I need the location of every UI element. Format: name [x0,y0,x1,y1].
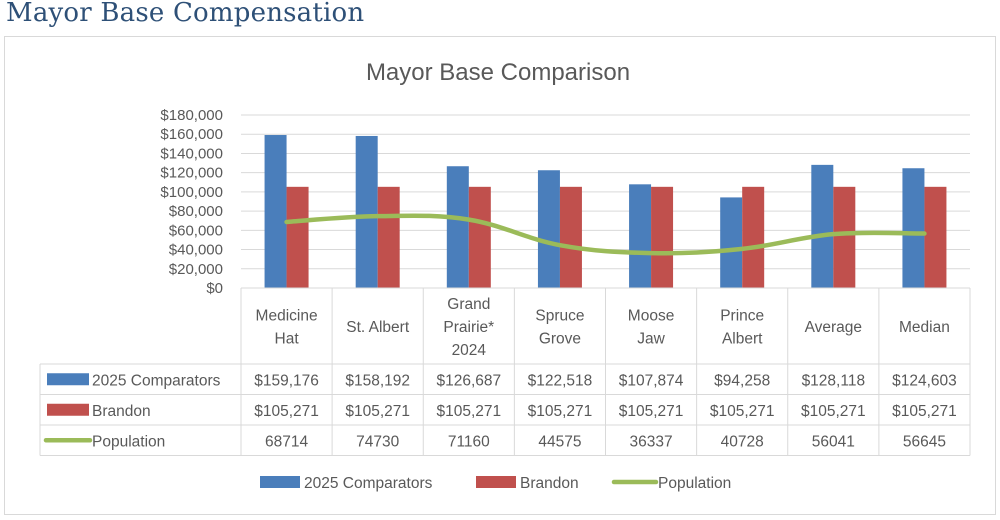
y-tick-label: $80,000 [169,203,223,220]
bar-2025-comparators [355,135,378,288]
category-label: 2024 [452,342,487,359]
table-cell-value: 74730 [356,433,399,450]
table-cell-value: $105,271 [254,403,319,420]
table-cell-value: 44575 [538,433,581,450]
table-series-name: Population [92,433,165,450]
table-cell-value: 56645 [903,433,946,450]
table-cell-value: $105,271 [528,403,593,420]
bar-brandon [742,186,765,288]
y-tick-label: $120,000 [160,165,223,182]
bar-2025-comparators [902,168,925,288]
table-cell-value: $105,271 [801,403,866,420]
bars [264,135,947,288]
y-tick-label: $160,000 [160,126,223,143]
bar-brandon [559,186,582,288]
table-legend-key [47,373,89,386]
y-tick-label: $40,000 [169,242,223,259]
data-table: Medicine Hat St. Albert Grand Prairie* 2024 Sp… [39,287,971,456]
y-tick-label: $60,000 [169,222,223,239]
bar-2025-comparators [446,166,469,288]
y-tick-label: $100,000 [160,184,223,201]
bar-brandon [468,186,491,288]
table-cell-value: 36337 [630,433,673,450]
y-tick-label: $20,000 [169,261,223,278]
bar-brandon [924,186,947,288]
bar-brandon [651,186,674,288]
legend-key [476,476,516,488]
category-label: Hat [275,331,300,348]
page-title: Mayor Base Compensation [6,0,365,28]
y-tick-label: $180,000 [160,107,223,124]
population-line [284,213,927,256]
chart-title: Mayor Base Comparison [366,59,630,86]
table-cell-value: $128,118 [802,372,866,389]
legend: 2025 Comparators Brandon Population [260,475,731,492]
table-cell-value: $105,271 [345,403,410,420]
bar-2025-comparators [537,170,560,288]
legend-label: Brandon [520,475,579,492]
table-cell-value: $94,258 [714,372,770,389]
table-cell-value: 56041 [812,433,855,450]
y-tick-label: $140,000 [160,145,223,162]
category-label: Moose [628,308,675,325]
table-cell-value: 68714 [265,433,308,450]
table-cell-value: $122,518 [528,372,593,389]
bar-2025-comparators [720,197,743,288]
category-label: Spruce [535,308,584,325]
table-cell-value: $159,176 [254,372,319,389]
category-label: Medicine [256,308,318,325]
category-label: Median [899,319,950,336]
category-label: Average [805,319,862,336]
legend-label: Population [658,475,731,492]
table-series-name: Brandon [92,403,151,420]
table-series-name: 2025 Comparators [92,372,221,389]
category-label: St. Albert [346,319,410,336]
table-cell-value: $105,271 [619,403,684,420]
gridlines [241,114,970,270]
table-cell-value: 40728 [721,433,764,450]
bar-brandon [377,186,400,288]
bar-2025-comparators [629,184,652,288]
y-tick-label: $0 [206,280,223,297]
category-label: Grand [447,296,490,313]
table-cell-value: 71160 [448,433,490,450]
bar-2025-comparators [264,135,287,288]
legend-key [260,476,300,488]
bar-brandon [833,186,856,288]
table-cell-value: $126,687 [436,372,501,389]
table-cell-value: $124,603 [892,372,957,389]
category-label: Jaw [637,331,665,348]
legend-label: 2025 Comparators [304,475,433,492]
table-cell-value: $105,271 [892,403,957,420]
table-cell-value: $158,192 [345,372,410,389]
category-label: Prairie* [443,319,494,336]
bar-brandon [286,186,309,288]
table-cell-value: $105,271 [436,403,501,420]
table-cell-value: $105,271 [710,403,775,420]
population-line-path [284,213,927,256]
table-legend-key [47,403,89,416]
bar-2025-comparators [811,164,834,288]
category-label: Albert [722,331,763,348]
table-cell-value: $107,874 [619,372,684,389]
y-axis: $0 $20,000 $40,000 $60,000 $80,000 $100,000 $1… [160,107,223,297]
category-label: Prince [720,308,764,325]
category-label: Grove [539,331,581,348]
